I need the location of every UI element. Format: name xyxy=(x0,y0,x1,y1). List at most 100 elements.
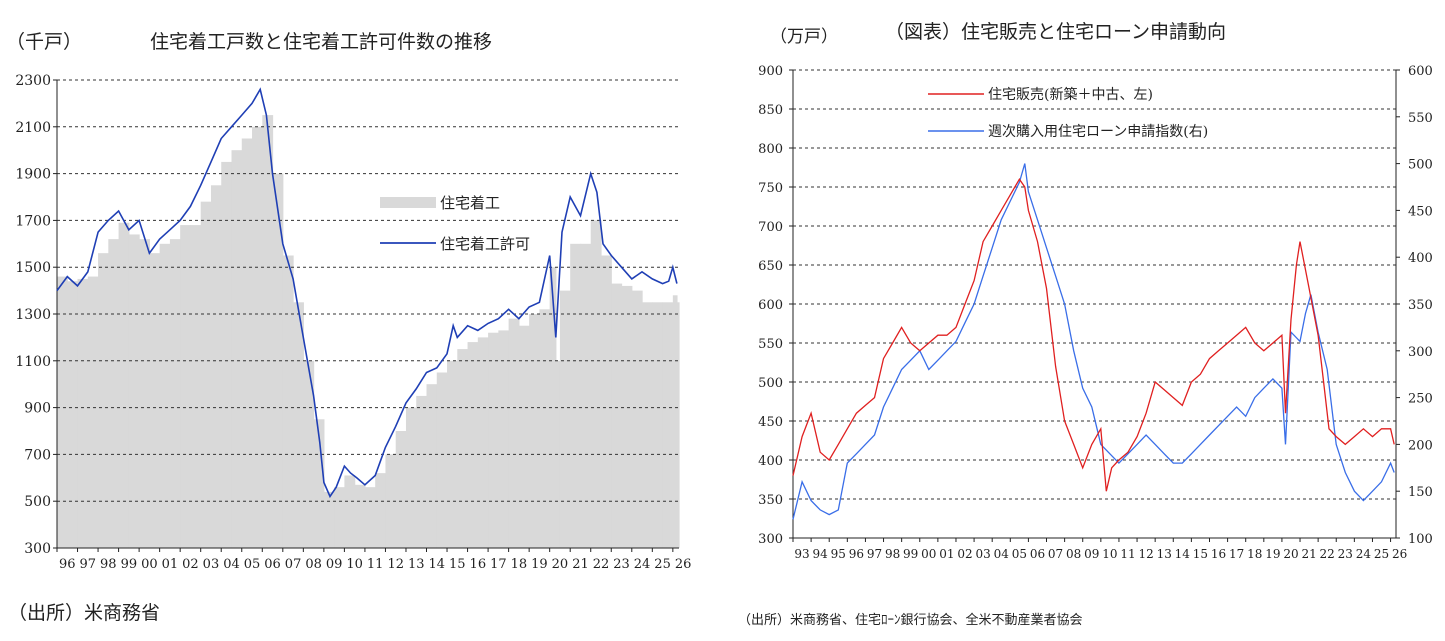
bar-housing-starts xyxy=(334,487,345,548)
x-tick-label: 04 xyxy=(223,557,240,572)
bar-housing-starts xyxy=(98,253,109,548)
bar-housing-starts xyxy=(77,278,89,548)
x-tick-label: 16 xyxy=(470,557,487,572)
bar-housing-starts xyxy=(241,138,253,548)
x-tick-label: 18 xyxy=(511,557,528,572)
y-tick-label: 2100 xyxy=(15,120,51,136)
y-tick-label: 1300 xyxy=(15,307,51,323)
y-tick-label: 750 xyxy=(758,181,783,196)
bar-housing-starts xyxy=(303,360,315,548)
bar-housing-starts xyxy=(457,349,469,548)
bar-housing-starts xyxy=(488,332,499,548)
x-tick-label: 15 xyxy=(449,557,466,572)
bar-housing-starts xyxy=(180,225,192,548)
x-tick-label: 19 xyxy=(1265,547,1280,561)
y-tick-label: 300 xyxy=(24,541,51,557)
bar-housing-starts xyxy=(375,473,387,548)
x-tick-label: 01 xyxy=(162,557,179,572)
x-tick-label: 04 xyxy=(994,547,1010,561)
right-chart: （万戸） （図表）住宅販売と住宅ローン申請動向 300 350 400 450 500 550… xyxy=(758,21,1433,561)
x-tick-label: 09 xyxy=(1084,547,1099,561)
left-unit-label: （千戸） xyxy=(6,31,82,53)
bar-housing-starts xyxy=(426,384,438,548)
bar-housing-starts xyxy=(498,330,510,548)
bar-housing-starts xyxy=(631,290,643,548)
y-tick-label: 300 xyxy=(758,532,783,547)
x-tick-label: 23 xyxy=(1338,547,1353,561)
y2-tick-label: 600 xyxy=(1408,64,1433,79)
bar-housing-starts xyxy=(67,281,79,548)
legend-label-permits: 住宅着工許可 xyxy=(440,235,530,253)
y2-tick-label: 450 xyxy=(1408,204,1433,219)
x-tick-label: 20 xyxy=(552,557,569,572)
line-home-sales xyxy=(792,177,1395,492)
bar-housing-starts xyxy=(611,283,623,548)
y-tick-label: 1100 xyxy=(15,354,51,370)
x-tick-label: 11 xyxy=(1120,547,1135,561)
bar-housing-starts xyxy=(549,267,557,548)
legend-label-sales: 住宅販売(新築＋中古、左) xyxy=(988,87,1153,103)
y-tick-label: 350 xyxy=(758,493,783,508)
bar-housing-starts xyxy=(539,309,551,548)
y2-tick-label: 250 xyxy=(1408,392,1433,407)
y-tick-label: 800 xyxy=(758,142,783,157)
x-tick-label: 26 xyxy=(1392,547,1407,561)
y2-tick-label: 150 xyxy=(1408,485,1433,500)
x-tick-label: 10 xyxy=(346,557,363,572)
x-tick-label: 00 xyxy=(921,547,936,561)
right-unit-label: （万戸） xyxy=(770,27,838,47)
x-tick-label: 11 xyxy=(367,557,384,572)
bar-housing-starts xyxy=(293,302,304,548)
y-tick-label: 1700 xyxy=(15,213,51,229)
y2-tick-label: 350 xyxy=(1408,298,1433,313)
bar-housing-starts xyxy=(676,302,680,548)
bar-housing-starts xyxy=(128,234,140,548)
bar-housing-starts xyxy=(262,115,274,548)
bar-housing-starts xyxy=(118,222,130,549)
x-tick-label: 17 xyxy=(1229,547,1244,561)
x-tick-label: 14 xyxy=(428,557,445,572)
bar-housing-starts xyxy=(590,220,602,548)
bar-housing-starts xyxy=(580,243,592,549)
x-tick-label: 93 xyxy=(794,547,809,561)
bar-housing-starts xyxy=(87,276,99,548)
x-tick-label: 20 xyxy=(1283,547,1298,561)
x-tick-label: 15 xyxy=(1193,547,1208,561)
bar-housing-starts xyxy=(477,337,489,548)
bar-housing-starts xyxy=(559,290,571,548)
y-tick-label: 2300 xyxy=(15,73,51,89)
x-tick-label: 01 xyxy=(939,547,954,561)
y-tick-label: 1900 xyxy=(15,167,51,183)
y-tick-label: 500 xyxy=(758,376,783,391)
bar-housing-starts xyxy=(231,150,243,548)
x-tick-label: 97 xyxy=(80,557,97,572)
y2-tick-label: 200 xyxy=(1408,438,1433,453)
y-tick-label: 450 xyxy=(758,415,783,430)
bar-housing-starts xyxy=(149,253,161,548)
bar-housing-starts xyxy=(313,419,325,548)
x-tick-label: 12 xyxy=(1138,547,1153,561)
y-tick-label: 550 xyxy=(758,337,783,352)
bar-housing-starts xyxy=(210,185,222,549)
x-tick-label: 05 xyxy=(1012,547,1027,561)
right-chart-title: （図表）住宅販売と住宅ローン申請動向 xyxy=(885,21,1226,43)
x-tick-label: 96 xyxy=(849,547,864,561)
left-chart: （千戸） 住宅着工戸数と住宅着工許可件数の推移300500700900110013… xyxy=(6,31,691,572)
x-tick-label: 96 xyxy=(59,557,76,572)
x-tick-label: 08 xyxy=(1066,547,1081,561)
bar-housing-starts xyxy=(200,201,212,548)
x-tick-label: 13 xyxy=(1157,547,1172,561)
bar-housing-starts xyxy=(529,314,541,548)
bar-housing-starts xyxy=(190,225,202,548)
y-tick-label: 600 xyxy=(758,298,783,313)
x-tick-label: 00 xyxy=(141,557,158,572)
bar-housing-starts xyxy=(108,239,120,548)
bar-housing-starts xyxy=(467,342,479,548)
bar-housing-starts xyxy=(169,239,181,548)
x-tick-label: 02 xyxy=(957,547,972,561)
y2-tick-label: 400 xyxy=(1408,251,1433,266)
x-tick-label: 09 xyxy=(326,557,343,572)
x-tick-label: 21 xyxy=(1301,547,1316,561)
line-mortgage-index xyxy=(792,163,1395,520)
